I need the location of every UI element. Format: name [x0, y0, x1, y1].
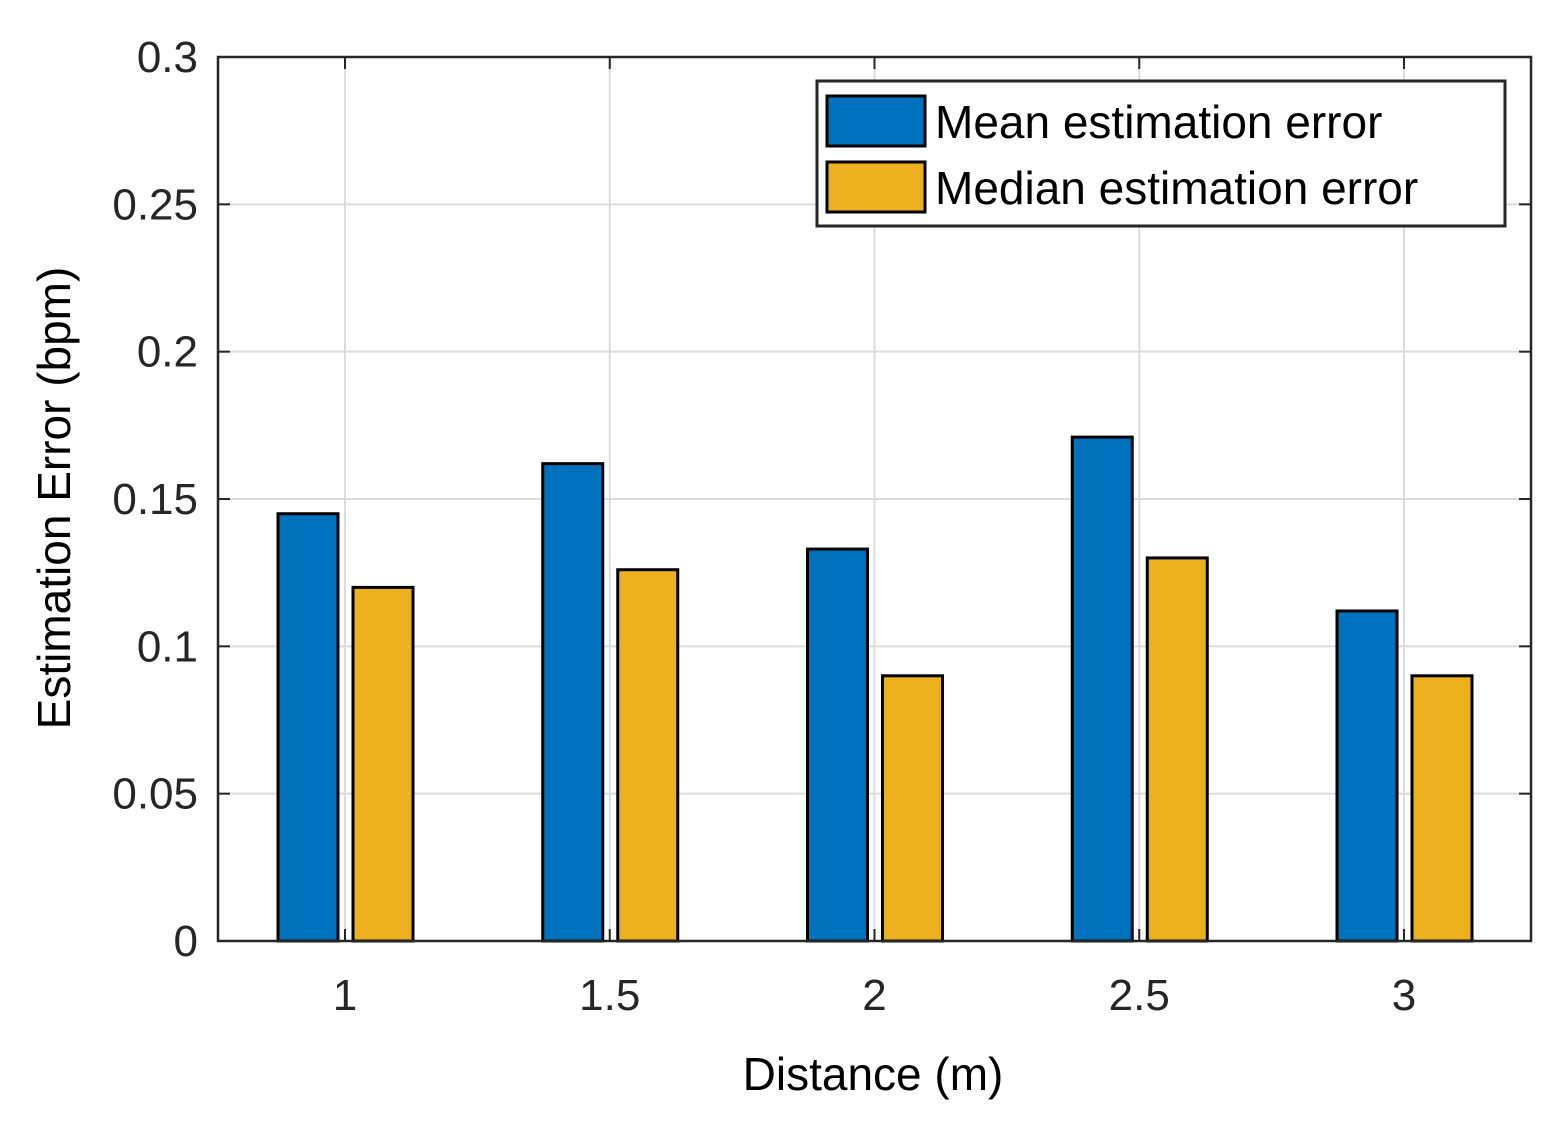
x-tick-label: 1.5 [579, 971, 640, 1020]
x-tick-label: 2 [862, 971, 886, 1020]
x-tick-label: 3 [1392, 971, 1416, 1020]
axes [216, 55, 1533, 943]
y-tick-label: 0.15 [112, 475, 198, 524]
y-tick-label: 0.05 [112, 770, 198, 819]
plot-frame [216, 55, 1533, 943]
x-tick-label: 2.5 [1109, 971, 1170, 1020]
legend-label-median: Median estimation error [935, 162, 1418, 214]
y-axis-label: Estimation Error (bpm) [28, 267, 80, 730]
tick-labels: 0 0.05 0.1 0.15 0.2 0.25 0.3 1 1.5 2 2.5 3 [112, 33, 1416, 1020]
y-tick-label: 0 [174, 917, 198, 966]
y-tick-label: 0.25 [112, 180, 198, 229]
bar-median [1410, 674, 1474, 943]
y-tick-label: 0.1 [137, 622, 198, 671]
x-axis-label: Distance (m) [743, 1048, 1004, 1100]
y-tick-label: 0.3 [137, 33, 198, 82]
legend-swatch-mean [825, 94, 927, 148]
bar-mean [1070, 435, 1134, 943]
y-tick-label: 0.2 [137, 328, 198, 377]
legend-swatch-median [825, 160, 927, 214]
bar-median [616, 568, 680, 943]
bar-median [1145, 556, 1209, 943]
bar-median [881, 674, 944, 943]
bar-median [351, 585, 415, 943]
x-tick-label: 1 [333, 971, 357, 1020]
legend: Mean estimation error Median estimation e… [815, 79, 1507, 228]
legend-box [815, 79, 1507, 228]
bar-mean [1335, 609, 1399, 943]
bars [276, 435, 1474, 943]
bar-mean [806, 547, 869, 943]
legend-label-mean: Mean estimation error [935, 96, 1382, 148]
bar-mean [541, 462, 605, 943]
bar-mean [276, 512, 340, 943]
